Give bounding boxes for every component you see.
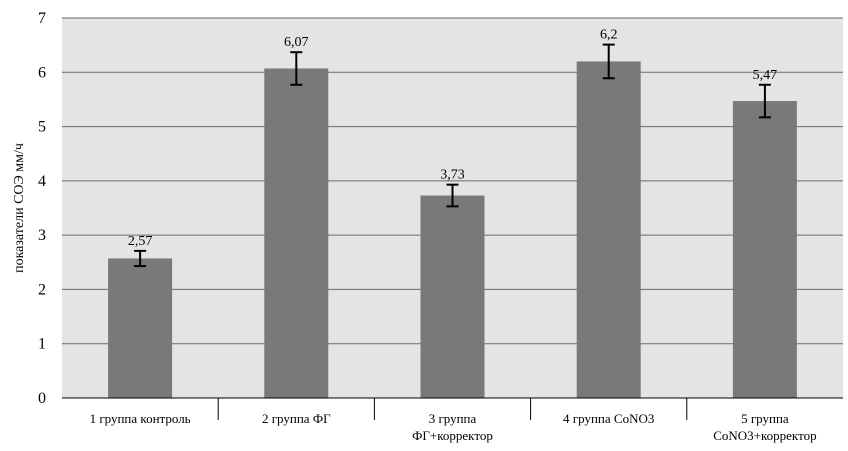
- y-tick-label: 2: [38, 281, 46, 298]
- data-label: 2,57: [128, 234, 153, 249]
- y-tick-label: 1: [38, 336, 46, 353]
- x-category-label: 3 группа: [429, 411, 477, 426]
- error-bars: [134, 43, 771, 268]
- y-tick-label: 0: [38, 390, 46, 407]
- bars: [108, 61, 797, 399]
- bar: [732, 101, 797, 399]
- x-category-label: 5 группа: [741, 411, 789, 426]
- data-label: 6,07: [284, 35, 309, 50]
- bar: [108, 258, 173, 398]
- y-axis-label: показатели СОЭ мм/ч: [12, 143, 27, 273]
- bar: [420, 195, 485, 398]
- bar: [576, 61, 641, 399]
- bar: [264, 68, 329, 398]
- x-category-label: 4 группа CoNO3: [563, 411, 654, 426]
- data-labels: 2,57 6,07 3,73 6,2 5,47: [128, 28, 777, 249]
- y-axis-ticks: 0 1 2 3 4 5 6 7: [38, 10, 46, 407]
- x-category-label: CoNO3+корректор: [713, 428, 816, 443]
- y-tick-label: 7: [38, 10, 46, 27]
- y-tick-label: 6: [38, 64, 46, 81]
- x-category-label: 1 группа контроль: [90, 411, 191, 426]
- x-category-label: 2 группа ФГ: [262, 411, 331, 426]
- y-tick-label: 4: [38, 173, 46, 190]
- data-label: 5,47: [753, 68, 778, 83]
- data-label: 3,73: [440, 168, 465, 183]
- y-tick-label: 5: [38, 119, 46, 136]
- x-axis-categories: 1 группа контроль 2 группа ФГ 3 группа ФГ+к…: [90, 398, 817, 443]
- y-tick-label: 3: [38, 227, 46, 244]
- data-label: 6,2: [600, 28, 618, 43]
- x-category-label: ФГ+корректор: [412, 428, 493, 443]
